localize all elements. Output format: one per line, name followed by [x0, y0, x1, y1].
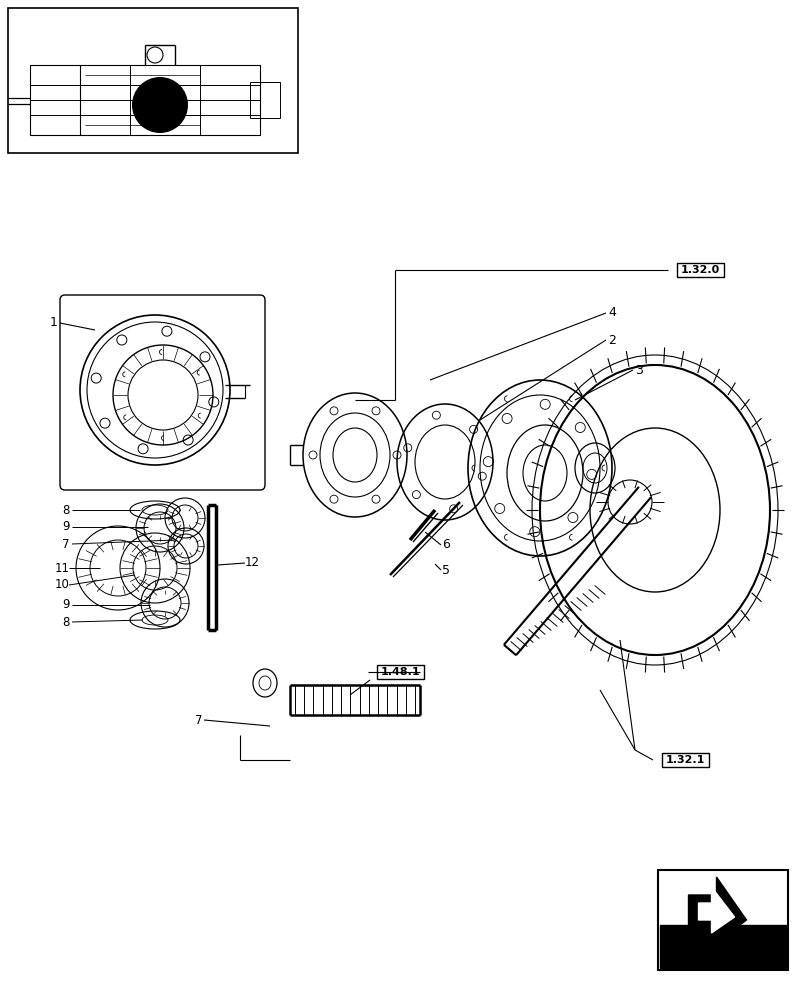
Bar [660, 925, 786, 968]
Polygon shape [688, 877, 747, 943]
Text: 6: 6 [442, 538, 450, 552]
Text: 8: 8 [62, 504, 69, 516]
Bar [662, 753, 709, 767]
Circle shape [132, 77, 188, 133]
Text: 7: 7 [62, 538, 69, 550]
Text: 4: 4 [608, 306, 616, 320]
Text: 1.32.1: 1.32.1 [665, 755, 705, 765]
Bar [377, 665, 423, 679]
Text: 9: 9 [62, 598, 69, 611]
Text: 12: 12 [245, 556, 260, 570]
Polygon shape [698, 887, 734, 933]
Text: 9: 9 [62, 520, 69, 534]
Text: 5: 5 [442, 564, 450, 576]
Text: 10: 10 [55, 578, 69, 591]
Bar [250, 82, 280, 118]
Text: 7: 7 [195, 714, 203, 726]
Bar [30, 65, 260, 135]
Text: 8: 8 [62, 615, 69, 629]
Text: 2: 2 [608, 334, 616, 347]
Text: 1.32.0: 1.32.0 [680, 265, 720, 275]
Bar [8, 8, 298, 153]
Text: 1: 1 [50, 316, 58, 330]
Bar [676, 263, 723, 277]
Text: 1.48.1: 1.48.1 [381, 667, 420, 677]
Text: 11: 11 [55, 562, 70, 574]
Bar [658, 870, 788, 970]
Text: 3: 3 [635, 363, 643, 376]
